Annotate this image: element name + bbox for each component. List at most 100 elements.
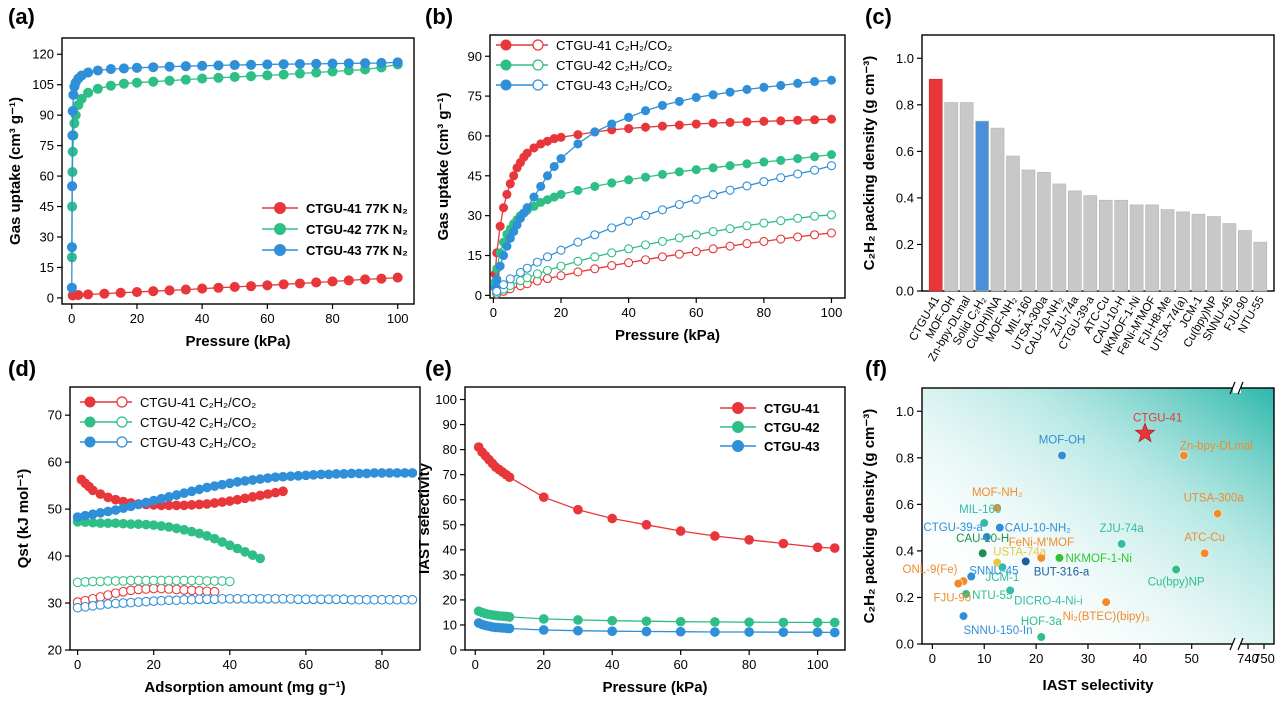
panel-label-a: (a): [8, 4, 35, 29]
axis-break-mark: [1237, 381, 1244, 395]
x-tick-label: 740: [1237, 651, 1259, 666]
legend-series-name: CTGU-43 C₂H₂: [140, 435, 228, 450]
data-point: [793, 213, 803, 223]
data-point: [624, 216, 634, 226]
data-point: [556, 153, 566, 164]
data-point: [229, 281, 240, 292]
data-point: [311, 277, 322, 288]
data-point: [776, 80, 786, 91]
data-point: [542, 265, 553, 275]
data-point: [556, 189, 566, 199]
legend-label: CTGU-43 77K N₂: [306, 243, 408, 258]
data-point: [590, 264, 600, 274]
bar: [1052, 183, 1067, 292]
legend-marker-open: [116, 396, 128, 408]
x-tick-label: 40: [621, 305, 635, 320]
data-point: [573, 237, 583, 247]
data-point: [505, 274, 515, 284]
data-point: [1213, 509, 1223, 519]
data-point: [624, 175, 634, 185]
data-point: [793, 78, 803, 88]
data-point: [1036, 553, 1046, 563]
point-label: Zn-bpy-DLmal: [1180, 440, 1253, 452]
data-point: [73, 290, 84, 301]
bar: [1098, 199, 1113, 292]
data-point: [657, 100, 667, 110]
point-label: FJU-90: [933, 592, 971, 604]
chart-b-gas-uptake-c2h2-co2: 0 20 40 60 80 100 0 15 30 45 60 75 90 Pressure (kPa) G…: [435, 34, 846, 344]
data-point: [67, 106, 78, 117]
data-point: [826, 210, 837, 220]
data-point: [793, 232, 803, 242]
data-point: [640, 172, 651, 182]
data-point: [376, 273, 387, 284]
data-point: [776, 234, 786, 244]
data-point: [148, 76, 159, 87]
data-point: [810, 76, 820, 87]
data-point: [67, 130, 78, 141]
legend-label: CTGU-42 C₂H₂/CO₂: [556, 58, 672, 73]
data-point: [725, 185, 735, 195]
x-tick-label: 60: [260, 311, 274, 326]
data-point: [778, 617, 789, 628]
data-point: [504, 623, 515, 634]
point-label: FeNi-M'MOF: [1009, 537, 1074, 549]
data-point: [641, 626, 652, 637]
data-point: [532, 269, 542, 279]
axis-break-gap: [1233, 639, 1241, 649]
data-point: [105, 64, 116, 75]
data-point: [812, 627, 823, 638]
data-point: [515, 267, 525, 278]
data-point: [810, 152, 820, 162]
data-point: [573, 130, 583, 140]
data-point: [640, 106, 651, 116]
data-point: [538, 614, 549, 624]
axis-break-gap: [1233, 383, 1241, 393]
data-point: [675, 616, 686, 627]
data-point: [674, 233, 684, 243]
data-point: [725, 241, 735, 251]
data-point: [607, 513, 618, 524]
bar: [1176, 211, 1190, 292]
x-tick-label: 60: [673, 657, 687, 672]
y-tick-label: 100: [435, 392, 457, 407]
point-label: DICRO-4-Ni-i: [1014, 595, 1082, 607]
data-point: [180, 74, 191, 85]
legend-co2-name: CO₂: [232, 435, 257, 450]
data-point: [691, 246, 701, 257]
y-tick-label: 120: [32, 47, 54, 62]
y-tick-label: 40: [48, 549, 62, 564]
data-point: [536, 181, 546, 191]
data-point: [522, 273, 532, 283]
data-point: [812, 617, 823, 628]
legend-slash: /: [644, 38, 648, 53]
panel-label-c: (c): [865, 4, 892, 29]
y-axis-label: Gas uptake (cm³ g⁻¹): [435, 93, 452, 241]
legend-marker-open: [532, 39, 544, 51]
data-point: [83, 67, 94, 78]
data-point: [759, 236, 769, 246]
y-axis-label: C₂H₂ packing density (g cm⁻³): [861, 56, 878, 271]
data-point: [360, 58, 371, 69]
data-point: [742, 159, 752, 169]
data-point: [590, 181, 600, 191]
axis-break-mark: [1229, 637, 1236, 651]
data-point: [607, 626, 618, 637]
y-tick-label: 1.0: [896, 404, 914, 419]
data-point-star: [1134, 422, 1156, 443]
data-point: [529, 192, 539, 202]
data-point: [810, 211, 820, 221]
y-tick-label: 0.4: [896, 190, 914, 205]
y-tick-label: 45: [468, 168, 482, 183]
data-point: [759, 218, 769, 228]
legend-label: CTGU-43 C₂H₂/CO₂: [556, 78, 672, 93]
legend-marker-open: [532, 79, 544, 91]
data-point: [392, 57, 403, 68]
data-point: [68, 89, 79, 100]
x-tick-label: 60: [689, 305, 703, 320]
data-point: [778, 538, 789, 549]
data-point: [742, 84, 752, 95]
data-point: [708, 163, 718, 173]
data-point: [311, 67, 322, 78]
